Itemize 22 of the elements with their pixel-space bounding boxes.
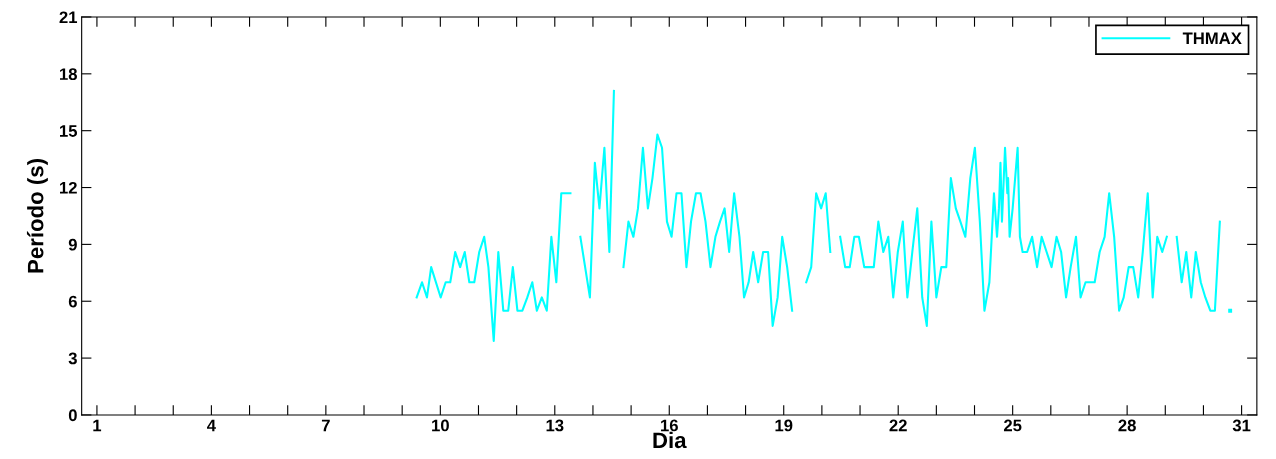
y-tick-label: 0 (68, 409, 77, 422)
legend-label: THMAX (1182, 32, 1242, 45)
y-tick-label: 6 (68, 295, 77, 308)
y-tick-label: 18 (60, 68, 77, 81)
x-tick-label: 4 (207, 419, 216, 432)
x-tick-label: 13 (546, 419, 564, 432)
y-tick-label: 21 (59, 11, 78, 24)
x-tick-label: 1 (93, 419, 102, 432)
x-tick-label: 16 (661, 419, 678, 432)
y-tick-label: 12 (60, 181, 77, 194)
x-tick-label: 10 (432, 419, 449, 432)
x-tick-label: 22 (889, 419, 907, 432)
x-tick-label: 25 (1003, 419, 1022, 432)
y-tick-label: 15 (60, 125, 78, 137)
x-tick-label: 19 (775, 419, 793, 432)
x-tick-label: 31 (1232, 419, 1251, 432)
y-tick-label: 3 (68, 352, 77, 365)
x-tick-label: 28 (1118, 419, 1136, 432)
x-axis-title: Dia (653, 431, 687, 449)
y-axis-title: Período (s) (26, 159, 48, 273)
x-tick-label: 7 (321, 419, 330, 432)
y-tick-label: 9 (68, 238, 77, 251)
